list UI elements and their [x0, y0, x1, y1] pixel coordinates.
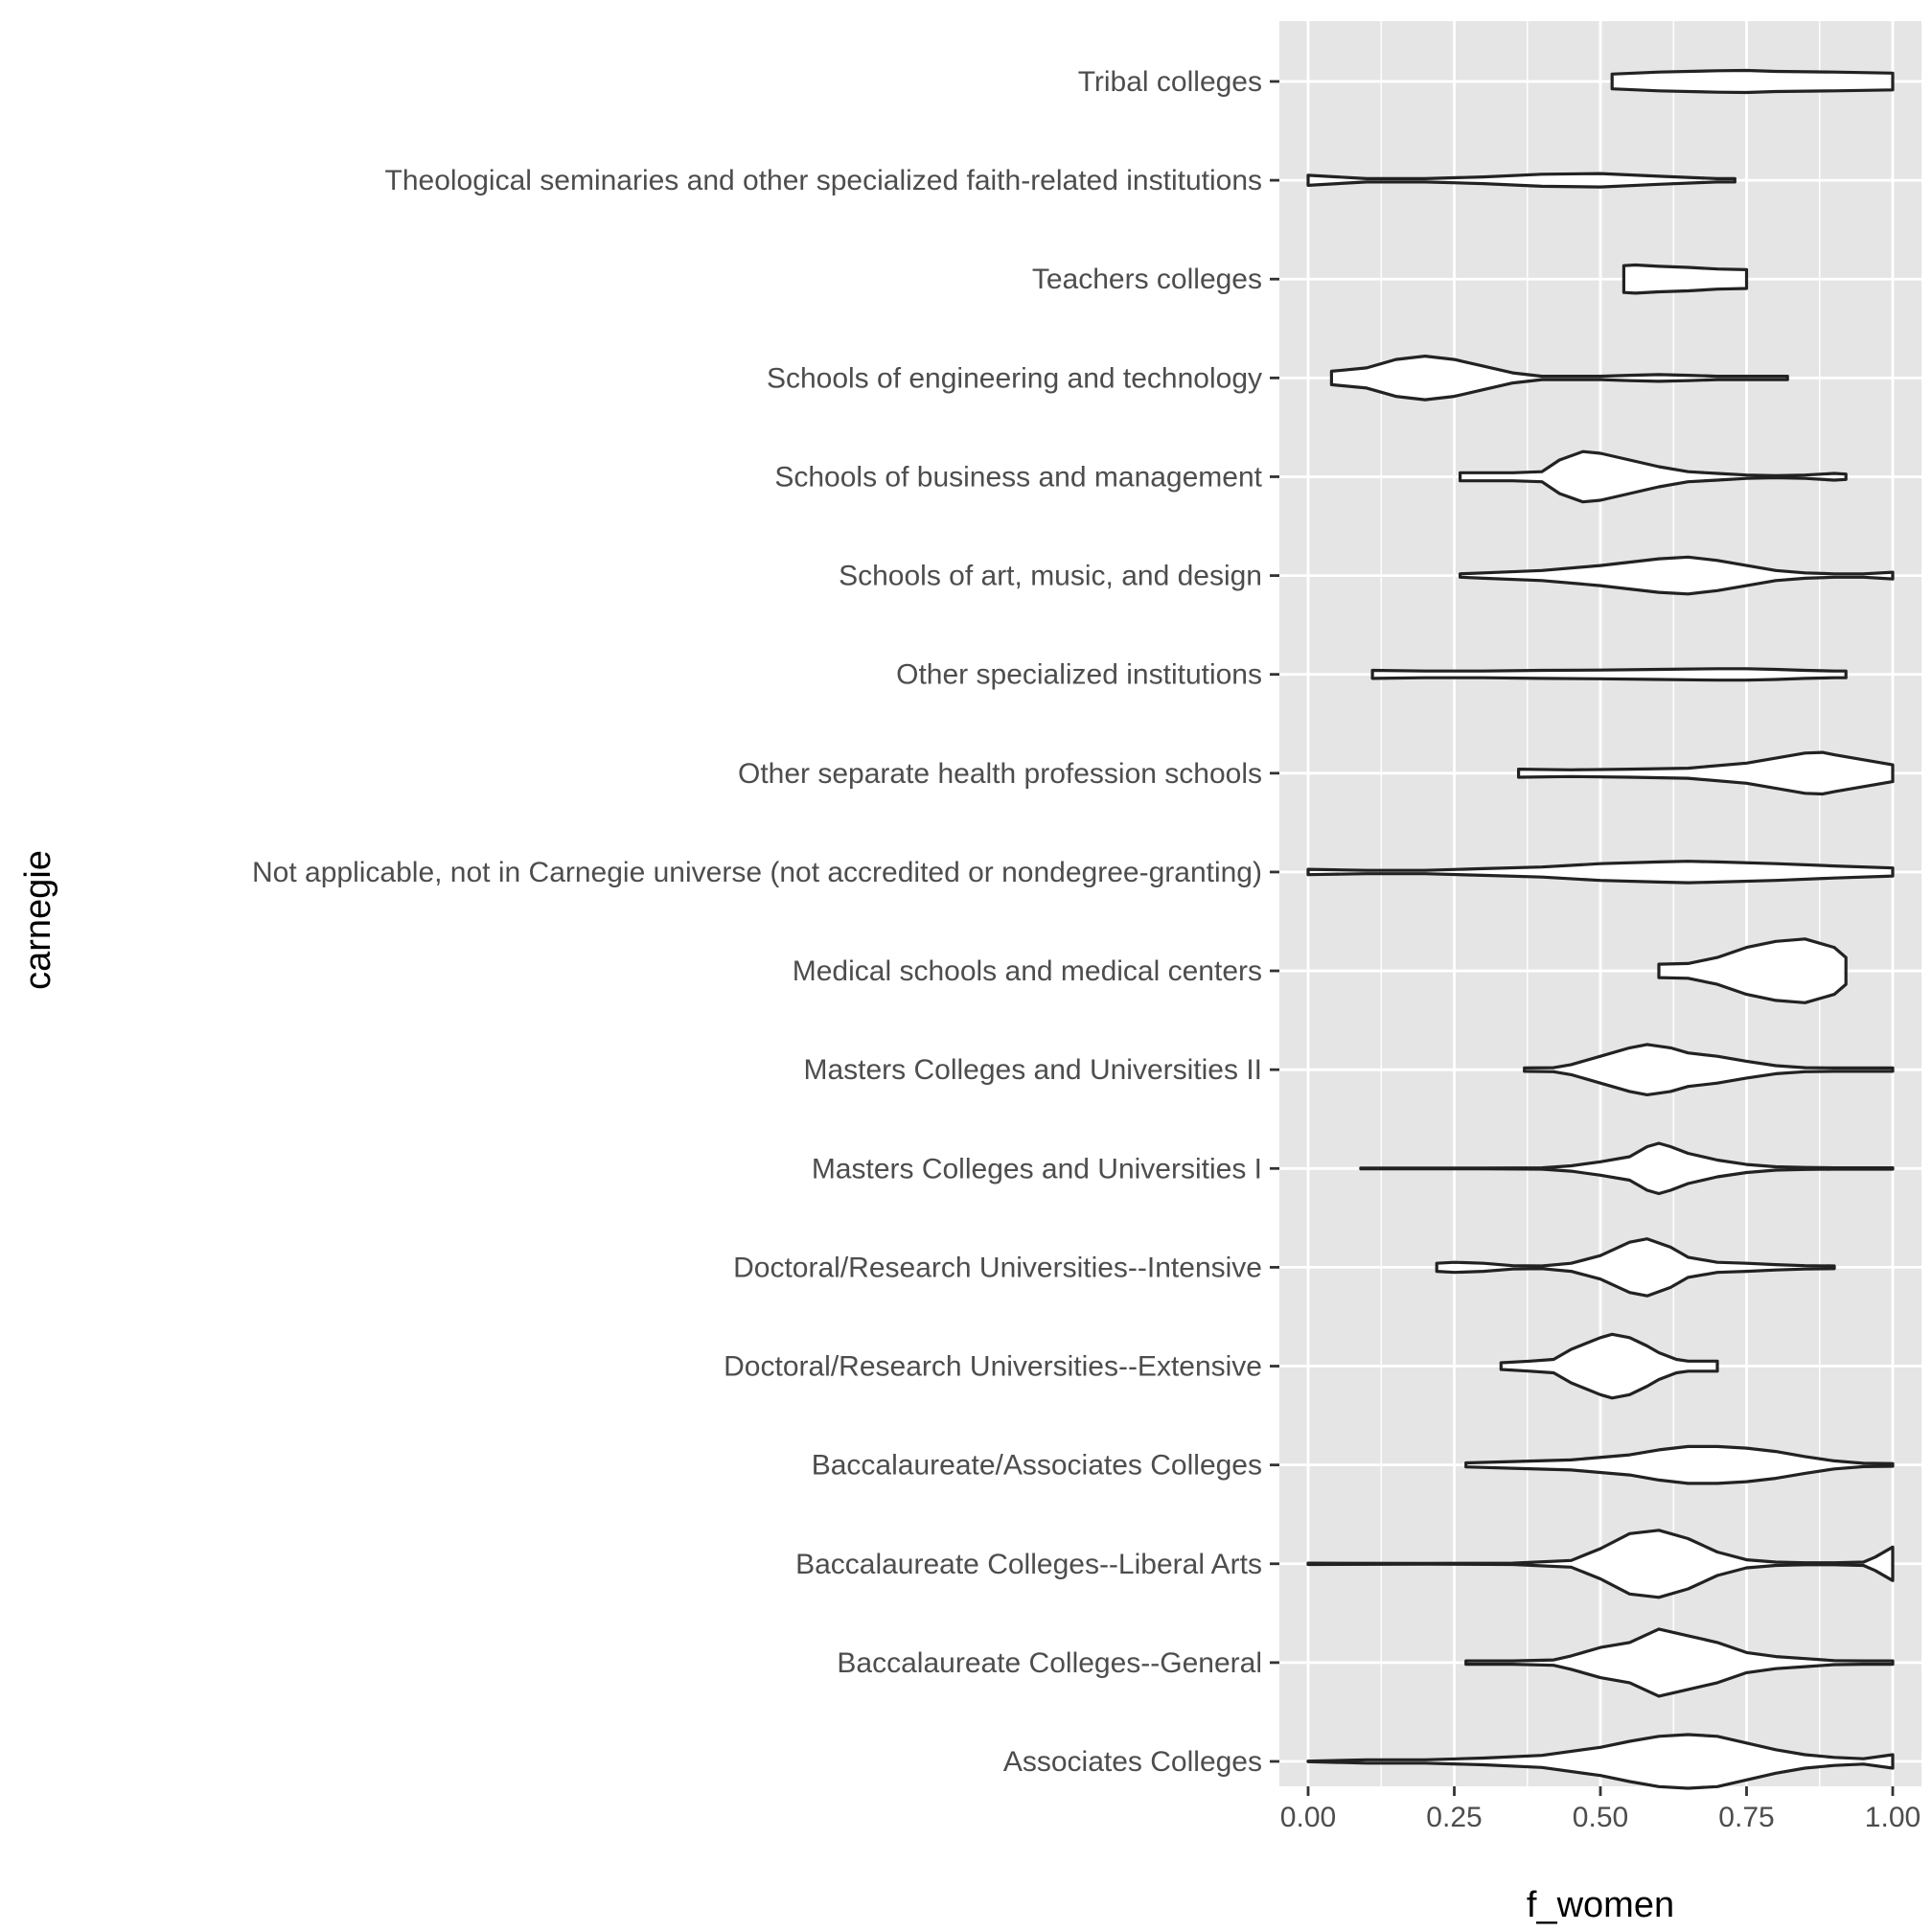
- y-axis-title: carnegie: [18, 850, 58, 990]
- y-tick-label: Teachers colleges: [1032, 264, 1262, 295]
- x-tick-label: 1.00: [1865, 1802, 1920, 1833]
- violin-10: [1516, 750, 1895, 796]
- x-axis-title: f_women: [1527, 1885, 1674, 1925]
- y-tick-label: Doctoral/Research Universities--Extensiv…: [724, 1351, 1262, 1383]
- violin-6: [1359, 1141, 1895, 1196]
- y-tick-label: Schools of art, music, and design: [839, 561, 1262, 592]
- x-tick-label: 0.50: [1573, 1802, 1628, 1833]
- y-tick-label: Baccalaureate Colleges--General: [837, 1647, 1262, 1679]
- violin-4: [1499, 1332, 1719, 1400]
- violin-3: [1464, 1444, 1895, 1485]
- y-tick-label: Not applicable, not in Carnegie universe…: [252, 857, 1262, 888]
- y-tick-label: Medical schools and medical centers: [793, 955, 1262, 987]
- violin-8: [1657, 937, 1848, 1004]
- violin-12: [1458, 555, 1895, 596]
- y-tick-label: Associates Colleges: [1003, 1746, 1262, 1778]
- y-tick-label: Other separate health profession schools: [738, 758, 1262, 790]
- x-tick-label: 0.25: [1426, 1802, 1482, 1833]
- violin-0: [1306, 1733, 1895, 1790]
- y-tick-label: Masters Colleges and Universities I: [812, 1153, 1262, 1184]
- violin-17: [1610, 68, 1895, 95]
- y-tick-label: Schools of business and management: [774, 461, 1262, 493]
- violins: [1306, 68, 1895, 1790]
- minor-gridlines: [1380, 21, 1821, 1786]
- y-tick-label: Other specialized institutions: [896, 659, 1262, 691]
- y-tick-label: Theological seminaries and other special…: [385, 165, 1263, 196]
- y-tick-label: Doctoral/Research Universities--Intensiv…: [733, 1252, 1262, 1283]
- violin-7: [1523, 1043, 1895, 1097]
- y-tick-label: Schools of engineering and technology: [767, 362, 1262, 394]
- y-tick-label: Tribal colleges: [1078, 66, 1262, 98]
- x-axis: 0.00 0.25 0.50 0.75 1.00: [1280, 1786, 1920, 1833]
- violin-11: [1370, 667, 1848, 682]
- violin-16: [1306, 172, 1736, 189]
- x-tick-label: 0.00: [1280, 1802, 1336, 1833]
- y-tick-label: Masters Colleges and Universities II: [803, 1054, 1262, 1086]
- violin-5: [1435, 1237, 1836, 1298]
- violin-1: [1464, 1627, 1895, 1698]
- y-axis: Associates Colleges Baccalaureate College…: [252, 66, 1279, 1778]
- violin-14: [1329, 355, 1789, 402]
- x-tick-label: 0.75: [1718, 1802, 1774, 1833]
- violin-13: [1458, 449, 1848, 504]
- y-tick-label: Baccalaureate Colleges--Liberal Arts: [795, 1549, 1262, 1580]
- y-tick-label: Baccalaureate/Associates Colleges: [812, 1450, 1262, 1482]
- violin-2: [1306, 1529, 1895, 1599]
- violin-9: [1306, 860, 1895, 885]
- violin-15: [1622, 263, 1749, 295]
